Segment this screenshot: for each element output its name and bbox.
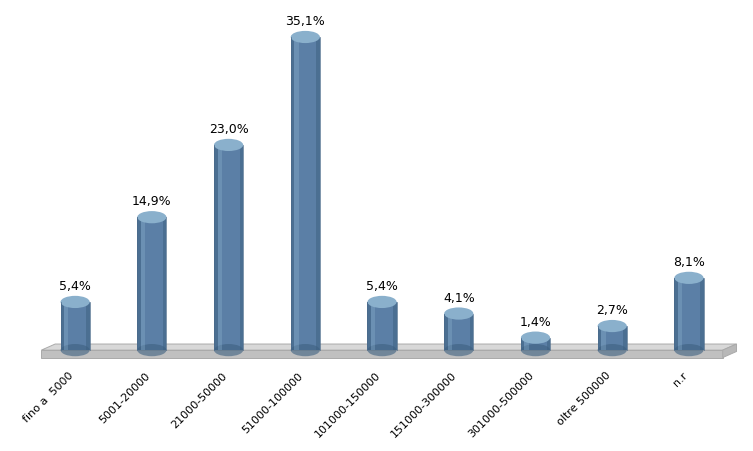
Polygon shape [723, 344, 736, 358]
Ellipse shape [598, 320, 626, 332]
Bar [60, 302, 90, 350]
Bar [214, 145, 243, 350]
Bar [316, 37, 320, 350]
Bar [547, 338, 550, 350]
Ellipse shape [291, 31, 320, 43]
Ellipse shape [137, 211, 166, 223]
Ellipse shape [137, 344, 166, 356]
Bar [137, 217, 166, 350]
Bar [678, 278, 682, 350]
Bar [675, 278, 678, 350]
Text: 14,9%: 14,9% [132, 195, 172, 208]
Text: 4,1%: 4,1% [443, 292, 474, 305]
Bar [291, 37, 320, 350]
Bar [700, 278, 703, 350]
Bar [371, 302, 375, 350]
Ellipse shape [444, 344, 474, 356]
Text: 35,1%: 35,1% [285, 15, 325, 28]
Bar [86, 302, 90, 350]
Text: 8,1%: 8,1% [673, 256, 705, 269]
Bar [60, 302, 64, 350]
Ellipse shape [675, 272, 703, 284]
Ellipse shape [675, 344, 703, 356]
Text: 2,7%: 2,7% [596, 304, 628, 317]
Text: 1,4%: 1,4% [520, 316, 551, 329]
Bar [521, 338, 550, 350]
Bar [367, 302, 397, 350]
Bar [444, 313, 474, 350]
Bar [448, 313, 452, 350]
Ellipse shape [444, 308, 474, 320]
Ellipse shape [60, 296, 90, 308]
Text: 23,0%: 23,0% [209, 123, 248, 136]
Bar [601, 326, 605, 350]
Ellipse shape [291, 344, 320, 356]
Bar [393, 302, 397, 350]
Bar [163, 217, 166, 350]
Bar [675, 278, 703, 350]
Ellipse shape [598, 344, 626, 356]
Bar [598, 326, 601, 350]
Bar [598, 326, 626, 350]
Bar [64, 302, 69, 350]
Bar [239, 145, 243, 350]
Bar [291, 37, 294, 350]
Ellipse shape [214, 344, 243, 356]
Bar [41, 350, 723, 358]
Bar [218, 145, 222, 350]
Ellipse shape [521, 331, 550, 344]
Bar [214, 145, 218, 350]
Bar [367, 302, 371, 350]
Bar [623, 326, 626, 350]
Ellipse shape [214, 139, 243, 151]
Bar [521, 338, 524, 350]
Ellipse shape [60, 344, 90, 356]
Bar [141, 217, 145, 350]
Text: 5,4%: 5,4% [59, 280, 91, 293]
Bar [524, 338, 529, 350]
Bar [444, 313, 448, 350]
Polygon shape [41, 344, 736, 350]
Bar [470, 313, 474, 350]
Ellipse shape [521, 344, 550, 356]
Bar [294, 37, 299, 350]
Ellipse shape [367, 296, 397, 308]
Text: 5,4%: 5,4% [366, 280, 398, 293]
Ellipse shape [367, 344, 397, 356]
Bar [137, 217, 141, 350]
